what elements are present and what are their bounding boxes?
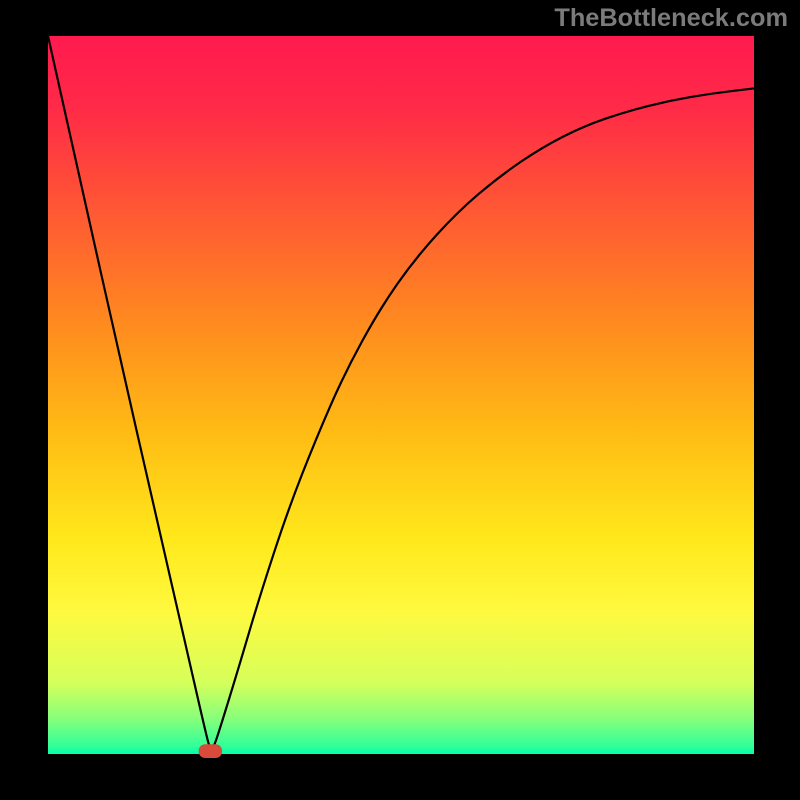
curve-minimum-marker (199, 744, 222, 758)
plot-background (48, 36, 754, 754)
watermark-text: TheBottleneck.com (554, 4, 788, 33)
stage: TheBottleneck.com (0, 0, 800, 800)
chart-svg (0, 0, 800, 800)
